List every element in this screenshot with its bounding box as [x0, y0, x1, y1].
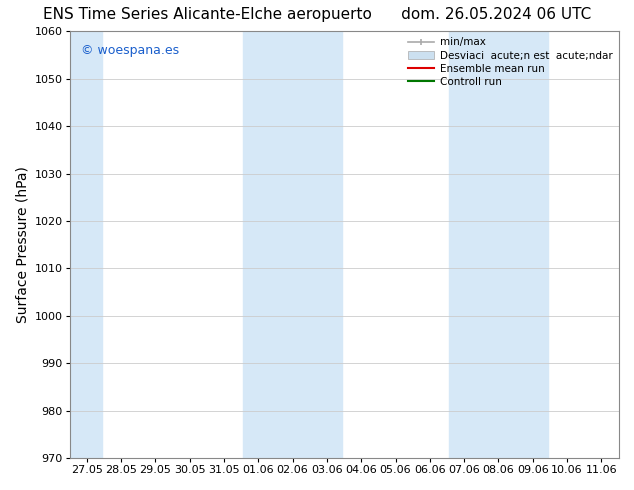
Bar: [70, 31, 102, 458]
Legend: min/max, Desviaci  acute;n est  acute;ndar, Ensemble mean run, Controll run: min/max, Desviaci acute;n est acute;ndar…: [404, 33, 616, 91]
Bar: [449, 31, 548, 458]
Text: © woespana.es: © woespana.es: [81, 44, 179, 57]
Text: ENS Time Series Alicante-Elche aeropuerto      dom. 26.05.2024 06 UTC: ENS Time Series Alicante-Elche aeropuert…: [43, 7, 591, 23]
Y-axis label: Surface Pressure (hPa): Surface Pressure (hPa): [15, 166, 29, 323]
Bar: [243, 31, 342, 458]
